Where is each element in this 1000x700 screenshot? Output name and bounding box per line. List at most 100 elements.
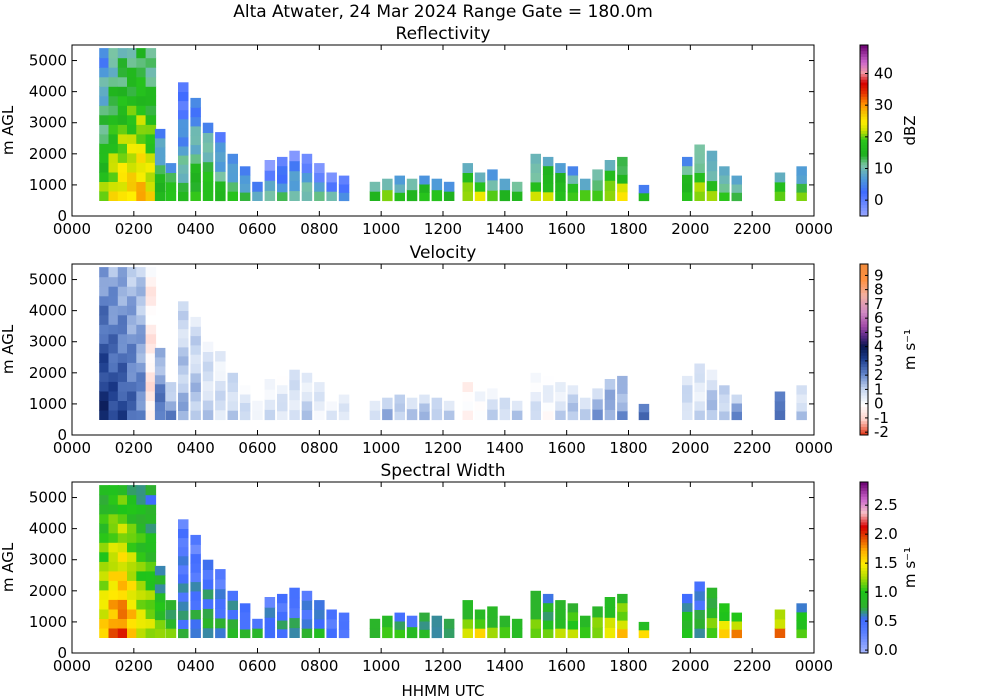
data-cell — [117, 618, 129, 629]
data-cell — [99, 561, 110, 572]
y-tick-label: 4000 — [29, 83, 67, 101]
data-cell — [694, 410, 705, 420]
colorbar-segment — [860, 352, 868, 356]
data-cell — [487, 179, 498, 191]
colorbar-segment — [860, 482, 868, 486]
colorbar-segment — [860, 59, 868, 63]
colorbar-segment — [860, 630, 868, 634]
y-tick-label: 5000 — [29, 271, 67, 289]
colorbar-segment — [860, 196, 868, 200]
colorbar-segment — [860, 329, 868, 333]
colorbar-segment — [860, 501, 868, 506]
colorbar-segment — [860, 102, 868, 106]
data-cell — [136, 390, 147, 401]
data-cell — [127, 618, 138, 629]
data-cell — [99, 570, 110, 581]
data-cell — [462, 628, 473, 638]
data-cell — [99, 485, 110, 496]
data-cell — [555, 172, 566, 183]
panel-title: Reflectivity — [396, 24, 491, 44]
data-cell — [326, 181, 337, 192]
colorbar-segment — [860, 93, 868, 97]
data-cell — [227, 372, 238, 383]
data-cell — [117, 95, 129, 106]
colorbar-tick-label: 2 — [874, 366, 884, 384]
data-cell — [136, 152, 147, 163]
colorbar-segment — [860, 530, 868, 534]
data-cell — [227, 609, 238, 620]
data-cell — [277, 156, 288, 167]
data-cell — [178, 537, 189, 548]
data-cell — [530, 181, 541, 192]
data-cell — [178, 346, 189, 357]
data-columns — [99, 485, 807, 639]
data-cell — [136, 542, 147, 553]
data-cell — [145, 532, 157, 543]
data-cell — [136, 171, 147, 182]
data-cell — [127, 67, 138, 78]
data-cell — [731, 411, 742, 421]
data-cell — [117, 276, 129, 287]
data-cell — [277, 375, 288, 386]
colorbar-segment — [860, 312, 868, 316]
data-cell — [165, 628, 177, 638]
colorbar-segment — [860, 346, 868, 350]
colorbar-segment — [860, 369, 868, 373]
data-cell — [190, 618, 201, 629]
data-cell — [264, 170, 276, 181]
x-tick-label: 1000 — [362, 657, 400, 675]
data-cell — [127, 551, 138, 562]
data-cell — [542, 410, 554, 420]
colorbar-segment — [860, 99, 868, 103]
colorbar-segment — [860, 70, 868, 74]
data-cell — [796, 166, 807, 176]
data-cell — [117, 580, 129, 591]
data-cell — [419, 394, 430, 404]
data-cell — [592, 627, 603, 639]
data-cell — [190, 125, 201, 136]
colorbar-segment — [860, 541, 868, 546]
data-cell — [108, 67, 119, 78]
colorbar-segment — [860, 412, 868, 416]
data-cell — [682, 402, 693, 412]
data-cell — [108, 162, 119, 173]
data-cell — [154, 565, 166, 576]
data-cell — [136, 95, 147, 106]
data-cell — [178, 127, 189, 138]
data-cell — [145, 76, 157, 87]
data-cell — [542, 156, 554, 167]
colorbar-segment — [860, 493, 868, 497]
colorbar-segment — [860, 193, 868, 197]
data-cell — [277, 191, 288, 201]
data-cell — [136, 513, 147, 524]
data-cell — [252, 181, 263, 192]
data-cell — [117, 152, 129, 163]
data-cell — [178, 601, 189, 611]
data-cell — [264, 409, 276, 421]
data-cell — [567, 628, 579, 639]
colorbar-segment — [860, 593, 868, 597]
data-cell — [731, 612, 742, 622]
data-cell — [314, 391, 325, 402]
data-cell — [136, 133, 147, 144]
data-cell — [108, 133, 119, 144]
data-cell — [419, 411, 430, 421]
data-cell — [99, 532, 110, 543]
data-cell — [530, 410, 541, 420]
data-cell — [419, 183, 430, 193]
data-cell — [145, 86, 157, 97]
data-cell — [127, 494, 138, 505]
data-cell — [127, 133, 138, 144]
x-tick-label: 0200 — [115, 439, 153, 457]
colorbar-tick-label: 0.5 — [874, 612, 898, 630]
data-cell — [682, 393, 693, 403]
x-tick-label: 0400 — [177, 220, 215, 238]
data-cell — [99, 409, 110, 420]
colorbar-segment — [860, 615, 868, 620]
data-cell — [474, 609, 486, 620]
data-cell — [706, 399, 718, 411]
data-cell — [145, 114, 157, 125]
colorbar-segment — [860, 519, 868, 523]
data-cell — [117, 504, 129, 515]
data-cell — [731, 629, 742, 639]
